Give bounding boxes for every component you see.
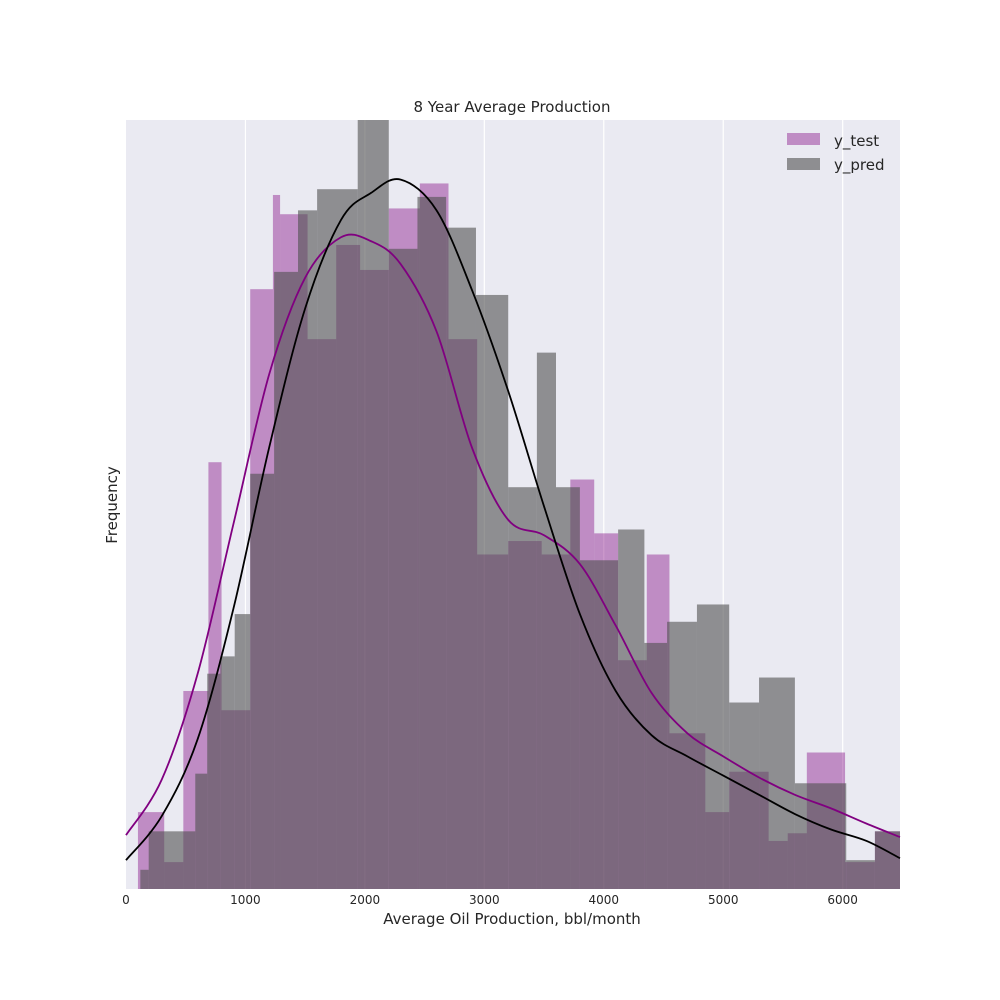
x-axis-ticks: 0 1000 2000 3000 4000 5000 6000: [122, 893, 858, 907]
bar-y-pred: [579, 560, 619, 889]
legend: y_test y_pred: [787, 132, 885, 175]
bar-y-pred: [618, 529, 645, 889]
bar-y-pred: [417, 196, 447, 889]
bar-y-pred: [508, 487, 537, 889]
bar-y-pred: [759, 677, 795, 889]
bar-y-pred: [644, 642, 668, 889]
bar-y-pred: [556, 487, 580, 889]
bar-y-pred: [274, 271, 298, 889]
x-tick-label: 3000: [469, 893, 500, 907]
legend-swatch-y-test: [787, 133, 820, 145]
y-axis-label: Frequency: [103, 466, 121, 544]
bars-y-pred: [140, 120, 900, 890]
bar-y-pred: [475, 294, 509, 889]
x-axis-label: Average Oil Production, bbl/month: [383, 910, 641, 928]
bar-y-pred: [317, 189, 358, 889]
bar-y-pred: [357, 120, 389, 889]
bar-y-pred: [874, 831, 900, 889]
x-tick-label: 0: [122, 893, 130, 907]
bar-y-pred: [446, 227, 476, 889]
bar-y-pred: [148, 831, 196, 889]
bar-y-pred: [220, 656, 235, 889]
bar-y-pred: [207, 673, 221, 889]
legend-label-y-pred: y_pred: [834, 156, 885, 175]
x-tick-label: 5000: [708, 893, 739, 907]
bar-y-pred: [846, 860, 875, 889]
bar-y-pred: [234, 614, 251, 889]
bar-y-pred: [140, 869, 149, 889]
x-tick-label: 6000: [827, 893, 858, 907]
bar-y-pred: [794, 783, 847, 889]
x-tick-label: 2000: [350, 893, 381, 907]
bar-y-pred: [667, 621, 697, 889]
bar-y-pred: [195, 773, 208, 889]
legend-label-y-test: y_test: [834, 132, 879, 151]
x-tick-label: 4000: [589, 893, 620, 907]
kde-line-y-pred: [125, 178, 901, 861]
bar-y-pred: [388, 248, 418, 889]
bar-y-pred: [298, 210, 318, 890]
bar-y-pred: [250, 473, 275, 889]
x-tick-label: 1000: [230, 893, 261, 907]
bar-y-pred: [729, 702, 760, 889]
bar-y-pred: [696, 604, 730, 889]
kde-curves: [125, 178, 901, 861]
histogram-bars: [137, 120, 900, 890]
chart-title: 8 Year Average Production: [413, 98, 610, 116]
bar-y-pred: [536, 352, 556, 889]
legend-swatch-y-pred: [787, 158, 820, 170]
kde-line-y-test: [125, 233, 901, 838]
